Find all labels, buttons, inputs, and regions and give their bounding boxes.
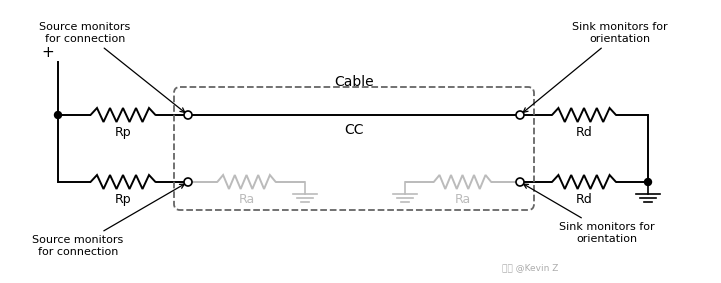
Text: Rp: Rp	[115, 126, 131, 139]
Text: Sink monitors for
orientation: Sink monitors for orientation	[523, 22, 668, 112]
Circle shape	[55, 112, 61, 119]
Text: 知乎 @Kevin Z: 知乎 @Kevin Z	[502, 263, 558, 272]
Circle shape	[645, 179, 652, 185]
Text: Sink monitors for
orientation: Sink monitors for orientation	[523, 184, 655, 244]
Text: Ra: Ra	[239, 193, 255, 206]
Text: Ra: Ra	[454, 193, 471, 206]
Circle shape	[184, 178, 192, 186]
Text: +: +	[42, 45, 54, 60]
Circle shape	[516, 111, 524, 119]
Text: CC: CC	[344, 123, 364, 137]
Circle shape	[516, 178, 524, 186]
Circle shape	[184, 111, 192, 119]
Text: Rp: Rp	[115, 193, 131, 206]
Text: Rd: Rd	[575, 193, 593, 206]
Text: Source monitors
for connection: Source monitors for connection	[40, 22, 185, 112]
Text: Rd: Rd	[575, 126, 593, 139]
Text: Cable: Cable	[335, 75, 373, 89]
Text: Source monitors
for connection: Source monitors for connection	[32, 184, 185, 257]
